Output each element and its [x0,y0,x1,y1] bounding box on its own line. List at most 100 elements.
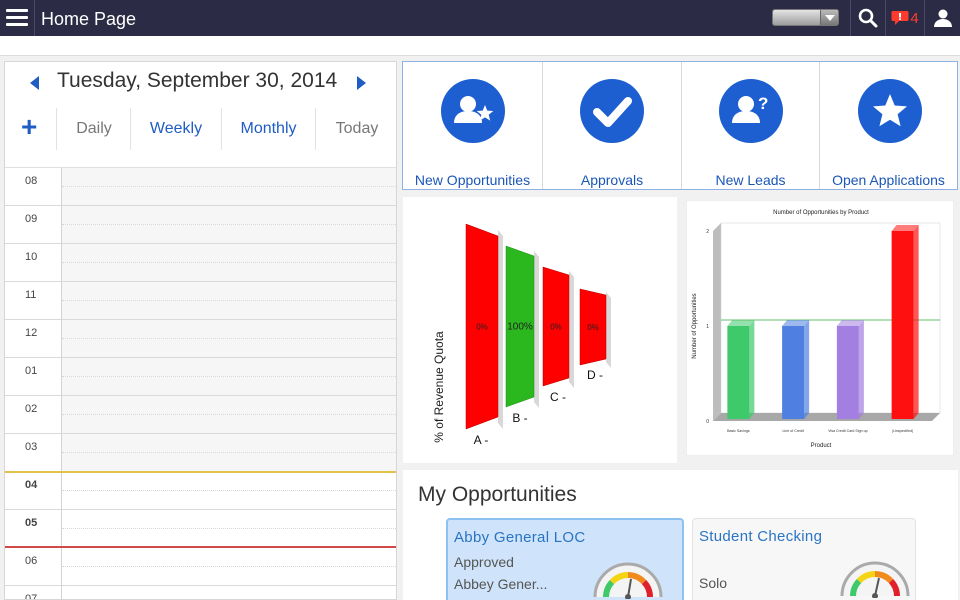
funnel-segment[interactable] [579,288,607,366]
bar[interactable] [727,326,750,419]
new-leads-button[interactable]: ? New Leads [681,62,819,189]
context-dropdown[interactable] [772,9,839,26]
checkmark-icon [580,79,644,143]
new-opportunities-button[interactable]: New Opportunities [403,62,542,189]
date-navigator: Tuesday, September 30, 2014 [5,62,396,100]
notifications-button[interactable]: 4 [886,0,924,36]
tab-daily[interactable]: Daily [56,108,131,150]
funnel-segment-shadow [534,251,539,408]
quick-link-label: Approvals [580,172,644,188]
toolbar-strip [0,36,960,56]
section-title: My Opportunities [418,483,577,506]
half-hour-line [62,490,396,491]
page-title: Home Page [41,9,137,29]
funnel-value-label: 0% [476,323,488,332]
funnel-segment-shadow [498,230,503,429]
hour-label: 02 [25,403,38,415]
opportunity-status: Approved [454,554,514,570]
chart-ylabel: Number of Opportunities [692,293,698,358]
hour-row[interactable]: 06 [5,548,396,586]
x-tick-label: (Unspecified) [892,429,913,433]
funnel-segment[interactable] [465,223,499,430]
chat-alert-icon [891,11,909,25]
tab-weekly[interactable]: Weekly [130,108,221,150]
x-tick-label: Line of Credit [782,429,803,433]
hour-row[interactable]: 05 [5,510,396,548]
next-day-icon[interactable] [357,76,366,90]
hour-row[interactable]: 09 [5,206,396,244]
half-hour-line [62,414,396,415]
funnel-stage-label: A - [474,433,489,447]
bar[interactable] [836,326,859,419]
hour-row[interactable]: 08 [5,168,396,206]
hour-label: 04 [25,479,38,491]
chart-xlabel: Product [811,443,832,449]
chevron-down-icon [820,10,838,25]
hour-label: 06 [25,555,38,567]
funnel-value-label: 100% [507,322,533,333]
hour-row[interactable]: 12 [5,320,396,358]
hour-label: 09 [25,213,38,225]
funnel-segment[interactable] [505,245,535,408]
opportunity-name: Abby General LOC [454,529,586,546]
divider [34,0,35,36]
hour-label: 07 [25,593,38,600]
quick-link-label: New Leads [715,172,786,188]
half-hour-line [62,262,396,263]
bar-side [858,320,864,419]
hour-label: 11 [25,289,37,301]
half-hour-line [62,338,396,339]
hour-row[interactable]: 01 [5,358,396,396]
hour-label: 05 [25,517,38,529]
opportunities-by-product-chart: Number of Opportunities by Product Number… [686,200,954,456]
bar-top [782,320,810,326]
quick-link-label: New Opportunities [414,172,531,188]
current-time-marker [5,546,396,548]
opportunity-name: Student Checking [699,528,823,545]
search-button[interactable] [851,0,885,36]
half-hour-line [62,186,396,187]
notification-count: 4 [910,9,919,27]
bar-chart: Number of Opportunities by Product Number… [692,210,941,449]
gauge-icon [840,561,910,598]
opportunity-contact: Abbey Gener... [454,576,548,592]
bar[interactable] [782,326,805,419]
tab-monthly[interactable]: Monthly [221,108,315,150]
hour-row[interactable]: 11 [5,282,396,320]
funnel-stage-label: D - [587,368,603,382]
funnel-ylabel: % of Revenue Quota [432,331,446,443]
profile-button[interactable] [925,0,960,36]
opportunity-card[interactable]: Abby General LOC Approved Abbey Gener... [446,518,684,600]
funnel-stage-label: C - [550,390,566,404]
hour-row[interactable]: 03 [5,434,396,472]
half-hour-line [62,528,396,529]
tab-today[interactable]: Today [315,108,396,150]
calendar-view-tabs: + Daily Weekly Monthly Today [5,108,396,150]
revenue-quota-funnel: % of Revenue Quota 0% A - 100% B - 0% C - 0% D - [403,197,677,463]
hamburger-icon[interactable] [6,9,28,27]
funnel-segment[interactable] [542,266,570,387]
my-opportunities-panel: My Opportunities Abby General LOC Approv… [403,470,958,600]
hour-label: 12 [25,327,38,339]
open-applications-button[interactable]: Open Applications [819,62,957,189]
hour-row[interactable]: 04 [5,472,396,510]
half-hour-line [62,376,396,377]
day-schedule[interactable]: 08 09 10 11 12 01 02 03 04 05 06 07 [5,167,396,600]
previous-day-icon[interactable] [30,76,39,90]
add-event-button[interactable]: + [21,111,38,142]
hour-row[interactable]: 02 [5,396,396,434]
star-icon [858,79,922,143]
opportunity-card[interactable]: Student Checking Solo [692,518,916,600]
bar[interactable] [891,231,914,419]
calendar-date: Tuesday, September 30, 2014 [57,69,338,92]
hour-row[interactable]: 07 [5,586,396,600]
approvals-button[interactable]: Approvals [542,62,681,189]
divider [850,0,851,36]
chart-side-wall [713,223,721,421]
svg-text:?: ? [758,94,768,113]
x-tick-label: Basic Savings [727,429,750,433]
funnel-stage-label: B - [512,411,527,425]
funnel-value-label: 0% [550,323,562,332]
hour-row[interactable]: 10 [5,244,396,282]
bar-side [913,225,919,419]
